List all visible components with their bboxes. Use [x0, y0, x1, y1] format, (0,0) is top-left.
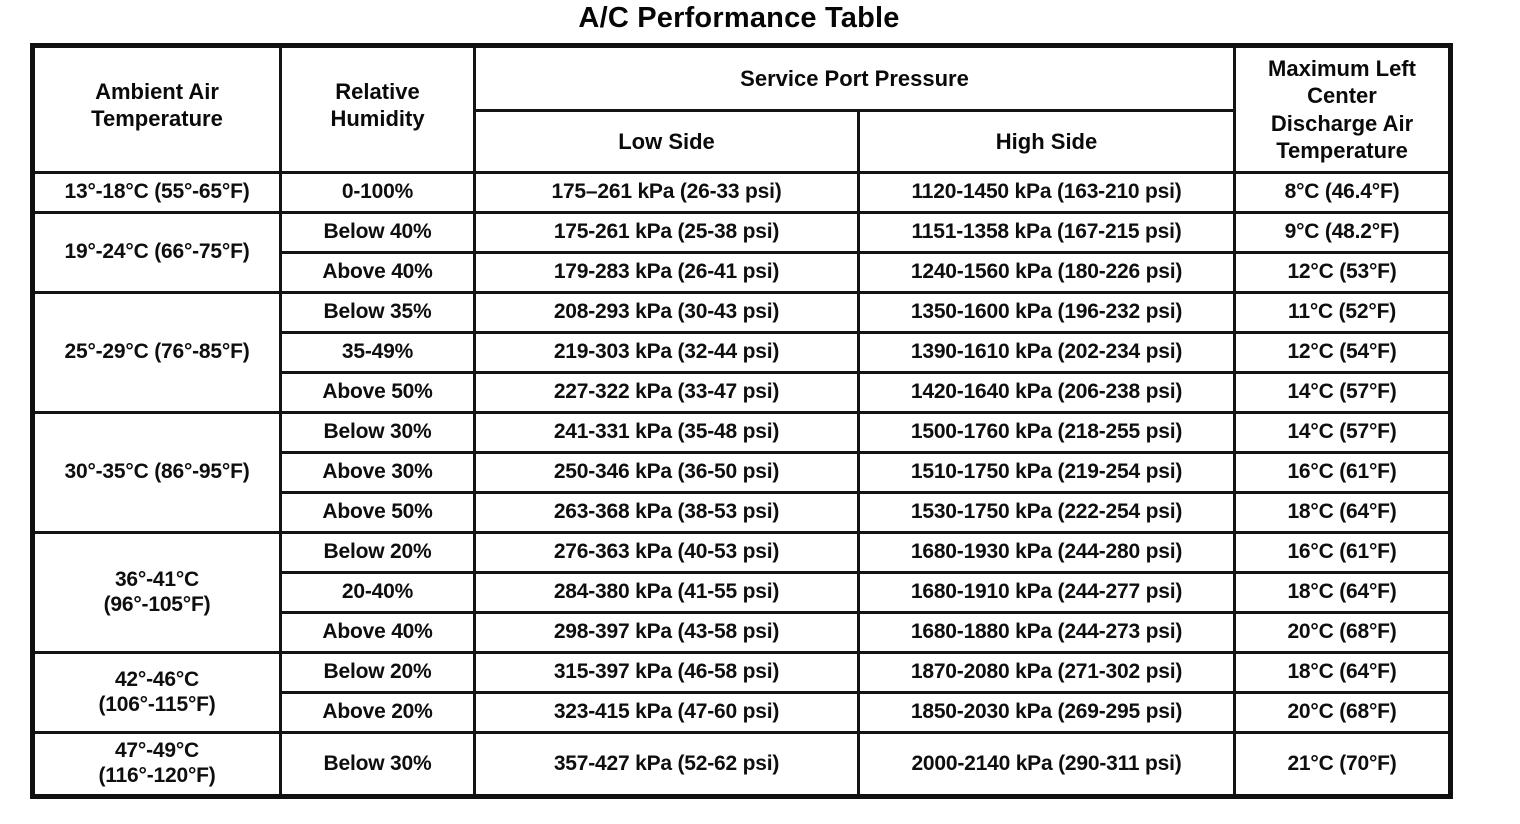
- header-high-side: High Side: [856, 109, 1237, 174]
- low-side-pressure-cell: 175-261 kPa (25-38 psi): [473, 211, 860, 254]
- ambient-air-temperature-cell: 36°-41°C (96°-105°F): [31, 531, 282, 654]
- high-side-pressure-cell: 1850-2030 kPa (269-295 psi): [856, 691, 1237, 734]
- high-side-pressure-cell: 1350-1600 kPa (196-232 psi): [856, 291, 1237, 334]
- high-side-pressure-cell: 1530-1750 kPa (222-254 psi): [856, 491, 1237, 534]
- high-side-pressure-cell: 1240-1560 kPa (180-226 psi): [856, 251, 1237, 294]
- relative-humidity-cell: Below 40%: [279, 211, 476, 254]
- ambient-air-temperature-cell: 25°-29°C (76°-85°F): [31, 291, 282, 414]
- high-side-pressure-cell: 1680-1910 kPa (244-277 psi): [856, 571, 1237, 614]
- header-row-top: Ambient Air Temperature Relative Humidit…: [31, 44, 1453, 174]
- discharge-air-temperature-cell: 12°C (53°F): [1233, 251, 1453, 294]
- high-side-pressure-cell: 1390-1610 kPa (202-234 psi): [856, 331, 1237, 374]
- discharge-air-temperature-cell: 8°C (46.4°F): [1233, 171, 1453, 214]
- table-row: 30°-35°C (86°-95°F) Below 30% 241-331 kPa …: [31, 411, 1453, 534]
- relative-humidity-cell: 35-49%: [279, 331, 476, 374]
- low-side-pressure-cell: 208-293 kPa (30-43 psi): [473, 291, 860, 334]
- low-side-pressure-cell: 298-397 kPa (43-58 psi): [473, 611, 860, 654]
- ambient-air-temperature-cell: 19°-24°C (66°-75°F): [31, 211, 282, 294]
- low-side-pressure-cell: 250-346 kPa (36-50 psi): [473, 451, 860, 494]
- table-body: 13°-18°C (55°-65°F) 0-100% 175–261 kPa (26…: [31, 171, 1453, 798]
- table-row: Above 50% 227-322 kPa (33-47 psi) 1420-164…: [33, 371, 1453, 414]
- high-side-pressure-cell: 1500-1760 kPa (218-255 psi): [856, 411, 1237, 454]
- relative-humidity-cell: 0-100%: [279, 171, 476, 214]
- relative-humidity-cell: Below 30%: [279, 731, 476, 798]
- table-row: 25°-29°C (76°-85°F) Below 35% 208-293 kPa …: [31, 291, 1453, 414]
- discharge-air-temperature-cell: 18°C (64°F): [1233, 651, 1453, 694]
- table-row: 42°-46°C (106°-115°F) Below 20% 315-397 kP…: [31, 651, 1453, 734]
- table-row: Above 30% 250-346 kPa (36-50 psi) 1510-175…: [33, 451, 1453, 494]
- table-row: Above 40% 179-283 kPa (26-41 psi) 1240-156…: [33, 251, 1453, 294]
- relative-humidity-cell: Above 50%: [279, 371, 476, 414]
- high-side-pressure-cell: 1680-1930 kPa (244-280 psi): [856, 531, 1237, 574]
- low-side-pressure-cell: 315-397 kPa (46-58 psi): [473, 651, 860, 694]
- discharge-air-temperature-cell: 20°C (68°F): [1233, 611, 1453, 654]
- table-row: 47°-49°C (116°-120°F) Below 30% 357-427 kP…: [31, 731, 1453, 798]
- table-row: 19°-24°C (66°-75°F) Below 40% 175-261 kPa …: [31, 211, 1453, 294]
- discharge-air-temperature-cell: 14°C (57°F): [1233, 411, 1453, 454]
- table-row: 36°-41°C (96°-105°F) Below 20% 276-363 kPa…: [31, 531, 1453, 654]
- discharge-air-temperature-cell: 16°C (61°F): [1233, 451, 1453, 494]
- low-side-pressure-cell: 219-303 kPa (32-44 psi): [473, 331, 860, 374]
- low-side-pressure-cell: 241-331 kPa (35-48 psi): [473, 411, 860, 454]
- high-side-pressure-cell: 2000-2140 kPa (290-311 psi): [856, 731, 1237, 798]
- discharge-air-temperature-cell: 18°C (64°F): [1233, 571, 1453, 614]
- relative-humidity-cell: Below 20%: [279, 531, 476, 574]
- discharge-air-temperature-cell: 11°C (52°F): [1233, 291, 1453, 334]
- high-side-pressure-cell: 1510-1750 kPa (219-254 psi): [856, 451, 1237, 494]
- header-service-port-pressure: Service Port Pressure: [472, 44, 1237, 112]
- table-row: 13°-18°C (55°-65°F) 0-100% 175–261 kPa (26…: [31, 171, 1453, 214]
- table-row: Above 20% 323-415 kPa (47-60 psi) 1850-203…: [33, 691, 1453, 734]
- discharge-air-temperature-cell: 14°C (57°F): [1233, 371, 1453, 414]
- relative-humidity-cell: Above 30%: [279, 451, 476, 494]
- high-side-pressure-cell: 1680-1880 kPa (244-273 psi): [856, 611, 1237, 654]
- low-side-pressure-cell: 357-427 kPa (52-62 psi): [473, 731, 860, 798]
- relative-humidity-cell: Above 40%: [279, 611, 476, 654]
- relative-humidity-cell: Below 20%: [279, 651, 476, 694]
- table-header: Ambient Air Temperature Relative Humidit…: [31, 44, 1453, 174]
- ambient-air-temperature-cell: 30°-35°C (86°-95°F): [31, 411, 282, 534]
- table-row: 35-49% 219-303 kPa (32-44 psi) 1390-1610 k…: [33, 331, 1453, 374]
- page-title: A/C Performance Table: [578, 2, 900, 34]
- low-side-pressure-cell: 276-363 kPa (40-53 psi): [473, 531, 860, 574]
- discharge-air-temperature-cell: 16°C (61°F): [1233, 531, 1453, 574]
- ac-performance-table: Ambient Air Temperature Relative Humidit…: [30, 43, 1454, 799]
- high-side-pressure-cell: 1420-1640 kPa (206-238 psi): [856, 371, 1237, 414]
- table-row: Above 50% 263-368 kPa (38-53 psi) 1530-175…: [33, 491, 1453, 534]
- low-side-pressure-cell: 175–261 kPa (26-33 psi): [473, 171, 860, 214]
- discharge-air-temperature-cell: 21°C (70°F): [1233, 731, 1453, 798]
- discharge-air-temperature-cell: 12°C (54°F): [1233, 331, 1453, 374]
- header-row-sub: Low Side High Side: [33, 109, 1451, 174]
- header-relative-humidity: Relative Humidity: [279, 44, 476, 174]
- relative-humidity-cell: 20-40%: [279, 571, 476, 614]
- low-side-pressure-cell: 263-368 kPa (38-53 psi): [473, 491, 860, 534]
- relative-humidity-cell: Above 20%: [279, 691, 476, 734]
- table-row: Above 40% 298-397 kPa (43-58 psi) 1680-188…: [33, 611, 1453, 654]
- high-side-pressure-cell: 1120-1450 kPa (163-210 psi): [856, 171, 1237, 214]
- high-side-pressure-cell: 1151-1358 kPa (167-215 psi): [856, 211, 1237, 254]
- relative-humidity-cell: Below 30%: [279, 411, 476, 454]
- relative-humidity-cell: Below 35%: [279, 291, 476, 334]
- low-side-pressure-cell: 179-283 kPa (26-41 psi): [473, 251, 860, 294]
- low-side-pressure-cell: 323-415 kPa (47-60 psi): [473, 691, 860, 734]
- header-ambient-air-temperature: Ambient Air Temperature: [31, 44, 282, 174]
- discharge-air-temperature-cell: 20°C (68°F): [1233, 691, 1453, 734]
- header-max-left-center-discharge-air-temperature: Maximum Left Center Discharge Air Temper…: [1233, 44, 1453, 174]
- discharge-air-temperature-cell: 9°C (48.2°F): [1233, 211, 1453, 254]
- relative-humidity-cell: Above 40%: [279, 251, 476, 294]
- low-side-pressure-cell: 227-322 kPa (33-47 psi): [473, 371, 860, 414]
- discharge-air-temperature-cell: 18°C (64°F): [1233, 491, 1453, 534]
- high-side-pressure-cell: 1870-2080 kPa (271-302 psi): [856, 651, 1237, 694]
- header-low-side: Low Side: [473, 109, 860, 174]
- ambient-air-temperature-cell: 47°-49°C (116°-120°F): [31, 731, 282, 798]
- ambient-air-temperature-cell: 42°-46°C (106°-115°F): [31, 651, 282, 734]
- relative-humidity-cell: Above 50%: [279, 491, 476, 534]
- ambient-air-temperature-cell: 13°-18°C (55°-65°F): [31, 171, 282, 214]
- table-row: 20-40% 284-380 kPa (41-55 psi) 1680-1910 k…: [33, 571, 1453, 614]
- low-side-pressure-cell: 284-380 kPa (41-55 psi): [473, 571, 860, 614]
